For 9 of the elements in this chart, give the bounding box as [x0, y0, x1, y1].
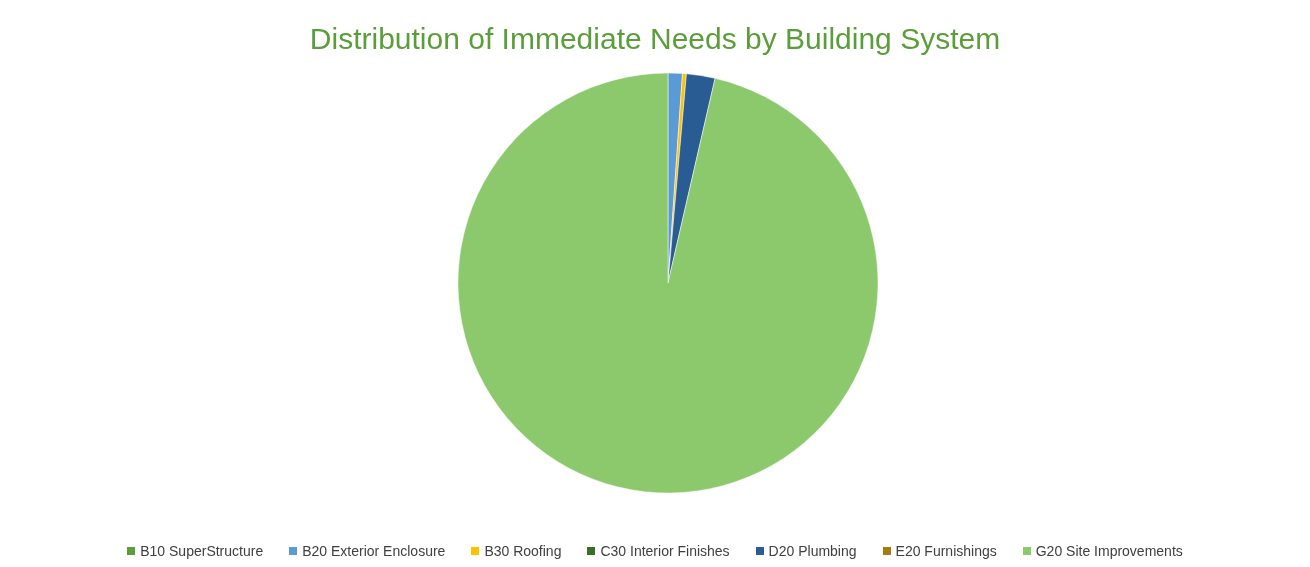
legend-label: D20 Plumbing — [767, 543, 857, 559]
legend-label: B20 Exterior Enclosure — [301, 543, 446, 559]
legend-label: B30 Roofing — [483, 543, 562, 559]
chart-title: Distribution of Immediate Needs by Building System — [308, 22, 1002, 57]
legend-label: G20 Site Improvements — [1034, 543, 1183, 559]
legend-label: B10 SuperStructure — [139, 543, 264, 559]
legend-label: C30 Interior Finishes — [599, 543, 730, 559]
pie-slice — [457, 72, 878, 493]
legend-label: E20 Furnishings — [894, 543, 997, 559]
